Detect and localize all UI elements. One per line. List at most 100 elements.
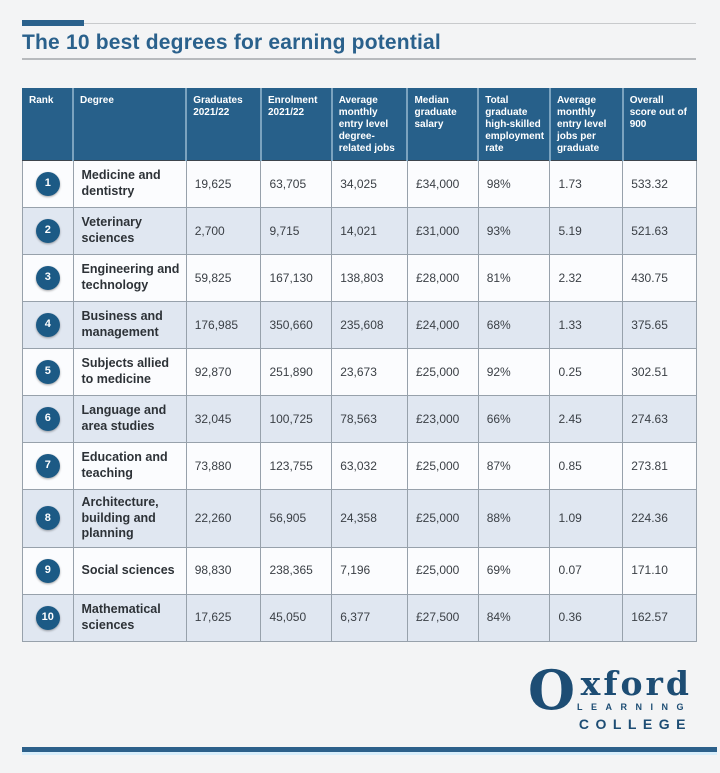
- value-cell: £31,000: [406, 207, 479, 255]
- value-cell: 73,880: [185, 442, 262, 490]
- value-cell: 17,625: [185, 593, 262, 642]
- rank-badge: 4: [35, 313, 60, 337]
- value-cell: 350,660: [260, 301, 333, 349]
- degree-cell: Social sciences: [72, 546, 187, 595]
- value-cell: 1.73: [549, 160, 624, 208]
- value-cell: 0.07: [549, 546, 624, 595]
- degrees-table: Rank Degree Graduates 2021/22 Enrolment 202…: [22, 88, 697, 642]
- table-row: 4 Business and management 176,985 350,660 23…: [22, 301, 697, 349]
- rank-cell: 10: [22, 593, 74, 642]
- value-cell: £23,000: [406, 395, 479, 443]
- rank-cell: 8: [22, 489, 74, 548]
- value-cell: 521.63: [622, 207, 697, 255]
- value-cell: £28,000: [406, 254, 479, 302]
- rank-badge: 1: [35, 172, 60, 196]
- title-accent-bar: [22, 20, 84, 26]
- value-cell: £25,000: [406, 442, 479, 490]
- value-cell: 45,050: [260, 593, 333, 642]
- table-row: 7 Education and teaching 73,880 123,755 63,0…: [22, 442, 697, 490]
- value-cell: 66%: [477, 395, 551, 443]
- rank-cell: 7: [22, 442, 74, 490]
- degree-cell: Engineering and technology: [72, 254, 187, 302]
- value-cell: 2.45: [549, 395, 624, 443]
- table-row: 5 Subjects allied to medicine 92,870 251,89…: [22, 348, 697, 396]
- value-cell: 24,358: [331, 489, 408, 548]
- value-cell: 224.36: [622, 489, 697, 548]
- table-row: 1 Medicine and dentistry 19,625 63,705 34,02…: [22, 160, 697, 208]
- value-cell: 274.63: [622, 395, 697, 443]
- value-cell: 430.75: [622, 254, 697, 302]
- rank-badge: 5: [35, 360, 60, 384]
- degree-cell: Language and area studies: [72, 395, 187, 443]
- top-rule: [22, 23, 696, 24]
- table-container: Rank Degree Graduates 2021/22 Enrolment 202…: [22, 88, 697, 642]
- table-row: 3 Engineering and technology 59,825 167,130…: [22, 254, 697, 302]
- value-cell: 14,021: [331, 207, 408, 255]
- value-cell: 138,803: [331, 254, 408, 302]
- table-row: 8 Architecture, building and planning 22,2…: [22, 489, 697, 548]
- value-cell: 92,870: [185, 348, 262, 396]
- value-cell: 93%: [477, 207, 551, 255]
- value-cell: £25,000: [406, 489, 479, 548]
- value-cell: 69%: [477, 546, 551, 595]
- page-title: The 10 best degrees for earning potentia…: [22, 31, 441, 54]
- rank-cell: 5: [22, 348, 74, 396]
- rank-badge: 9: [35, 558, 60, 583]
- value-cell: 88%: [477, 489, 551, 548]
- header-row: Rank Degree Graduates 2021/22 Enrolment 202…: [22, 88, 697, 161]
- value-cell: 238,365: [260, 546, 333, 595]
- value-cell: 32,045: [185, 395, 262, 443]
- value-cell: 98,830: [185, 546, 262, 595]
- value-cell: 92%: [477, 348, 551, 396]
- logo-college-text: COLLEGE: [578, 715, 692, 732]
- logo-word-column: xford LEARNING: [577, 664, 692, 713]
- degree-cell: Subjects allied to medicine: [72, 348, 187, 396]
- degree-cell: Architecture, building and planning: [72, 489, 187, 548]
- value-cell: £25,000: [406, 348, 479, 396]
- value-cell: 375.65: [622, 301, 697, 349]
- value-cell: 533.32: [622, 160, 697, 208]
- logo-wordmark: O xford LEARNING: [528, 663, 692, 717]
- value-cell: 1.33: [549, 301, 624, 349]
- value-cell: 162.57: [622, 593, 697, 642]
- rank-cell: 1: [22, 160, 74, 208]
- value-cell: 84%: [477, 593, 551, 642]
- value-cell: 68%: [477, 301, 551, 349]
- value-cell: 22,260: [185, 489, 262, 548]
- column-header: Rank: [22, 88, 74, 161]
- table-row: 2 Veterinary sciences 2,700 9,715 14,021 £31,…: [22, 207, 697, 255]
- value-cell: 0.85: [549, 442, 624, 490]
- rank-badge: 2: [35, 219, 60, 243]
- degree-cell: Medicine and dentistry: [72, 160, 187, 208]
- value-cell: 63,705: [260, 160, 333, 208]
- value-cell: 23,673: [331, 348, 408, 396]
- value-cell: £25,000: [406, 546, 479, 595]
- column-header: Average monthly entry level jobs per gra…: [548, 88, 623, 161]
- degree-cell: Mathematical sciences: [72, 593, 187, 642]
- value-cell: 63,032: [331, 442, 408, 490]
- value-cell: 0.25: [549, 348, 624, 396]
- oxford-learning-college-logo: O xford LEARNING COLLEGE: [528, 663, 692, 732]
- value-cell: 19,625: [185, 160, 262, 208]
- value-cell: £34,000: [406, 160, 479, 208]
- rank-cell: 2: [22, 207, 74, 255]
- title-underline: [22, 58, 696, 60]
- value-cell: 100,725: [260, 395, 333, 443]
- table-body: 1 Medicine and dentistry 19,625 63,705 34,02…: [22, 160, 697, 642]
- value-cell: 302.51: [622, 348, 697, 396]
- degree-cell: Business and management: [72, 301, 187, 349]
- logo-learning-text: LEARNING: [577, 702, 692, 713]
- rank-cell: 6: [22, 395, 74, 443]
- column-header: Overall score out of 900: [621, 88, 697, 161]
- table-row: 9 Social sciences 98,830 238,365 7,196 £25,00…: [22, 546, 697, 595]
- rank-badge: 7: [35, 454, 60, 478]
- value-cell: 251,890: [260, 348, 333, 396]
- value-cell: 171.10: [622, 546, 697, 595]
- value-cell: £27,500: [406, 593, 479, 642]
- value-cell: 34,025: [331, 160, 408, 208]
- value-cell: 56,905: [260, 489, 333, 548]
- column-header: Graduates 2021/22: [185, 88, 261, 161]
- rank-badge: 8: [35, 506, 60, 531]
- logo-word-rest: xford: [580, 664, 692, 703]
